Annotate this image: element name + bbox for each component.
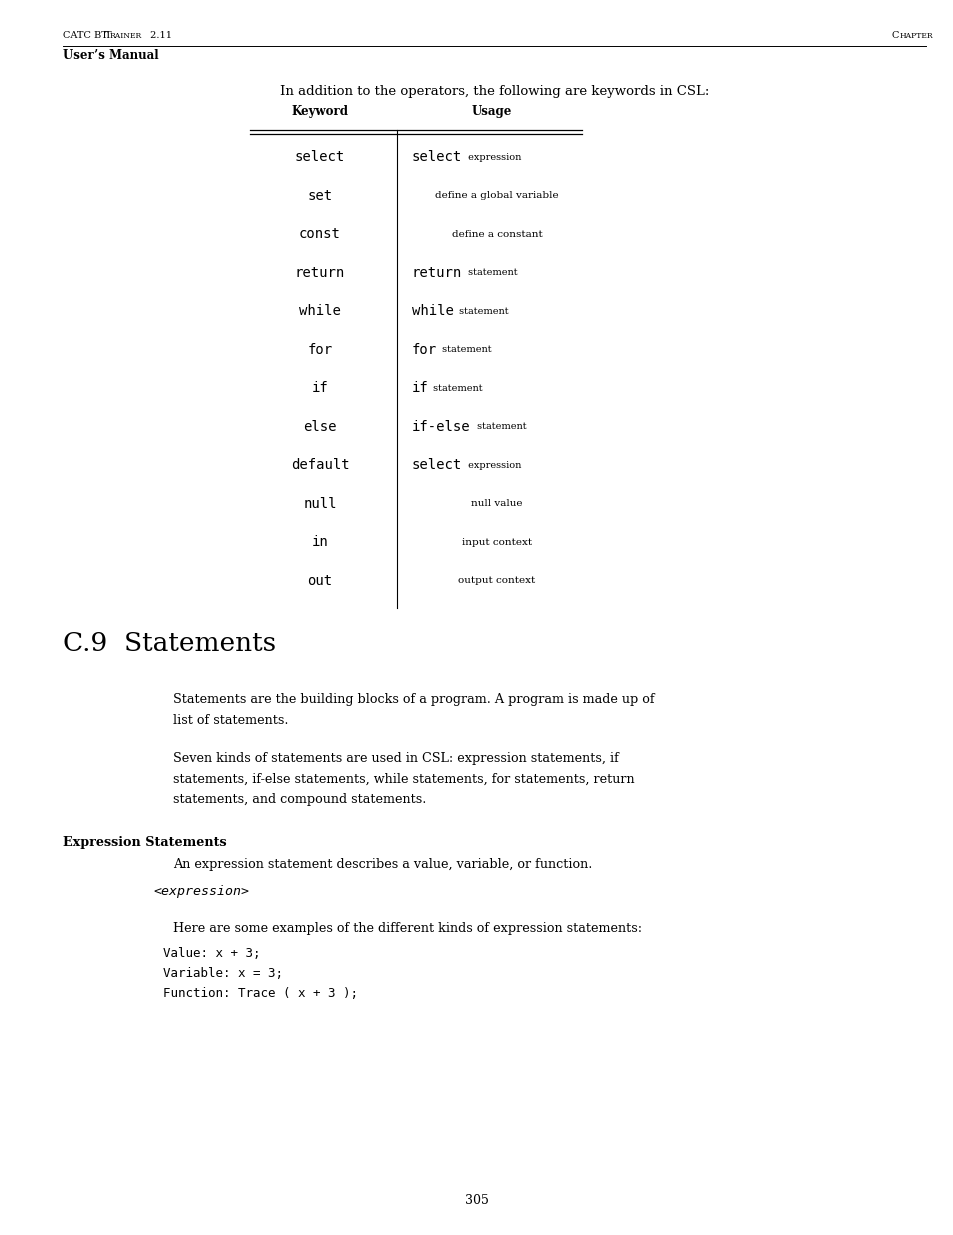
Text: 2.11: 2.11: [147, 31, 172, 40]
Text: Expression Statements: Expression Statements: [63, 836, 227, 848]
Text: select: select: [294, 151, 345, 164]
Text: Keyword: Keyword: [292, 105, 348, 119]
Text: define a global variable: define a global variable: [435, 191, 558, 200]
Text: statement: statement: [438, 346, 491, 354]
Text: In addition to the operators, the following are keywords in CSL:: In addition to the operators, the follow…: [279, 85, 708, 98]
Text: for: for: [307, 343, 333, 357]
Text: T: T: [105, 31, 111, 40]
Text: An expression statement describes a value, variable, or function.: An expression statement describes a valu…: [172, 858, 592, 871]
Text: RAINER: RAINER: [110, 32, 142, 40]
Text: User’s Manual: User’s Manual: [63, 49, 158, 62]
Text: Here are some examples of the different kinds of expression statements:: Here are some examples of the different …: [172, 923, 641, 935]
Text: Usage: Usage: [472, 105, 512, 119]
Text: return: return: [412, 266, 462, 280]
Text: return: return: [294, 266, 345, 280]
Text: Seven kinds of statements are used in CSL: expression statements, if: Seven kinds of statements are used in CS…: [172, 752, 618, 764]
Text: input context: input context: [461, 537, 532, 547]
Text: select: select: [412, 458, 462, 472]
Text: if-else: if-else: [412, 420, 470, 433]
Text: set: set: [307, 189, 333, 203]
Text: while: while: [412, 304, 454, 319]
Text: define a constant: define a constant: [451, 230, 542, 238]
Text: for: for: [412, 343, 436, 357]
Text: expression: expression: [465, 461, 521, 469]
Text: statement: statement: [456, 306, 508, 316]
Text: statements, if-else statements, while statements, for statements, return: statements, if-else statements, while st…: [172, 773, 634, 785]
Text: 305: 305: [464, 1194, 489, 1207]
Text: statement: statement: [465, 268, 517, 277]
Text: C.9  Statements: C.9 Statements: [63, 631, 275, 656]
Text: if: if: [312, 382, 328, 395]
Text: Variable: x = 3;: Variable: x = 3;: [163, 967, 283, 981]
Text: while: while: [298, 304, 340, 319]
Text: statement: statement: [429, 384, 482, 393]
Text: <expression>: <expression>: [152, 885, 249, 898]
Text: Statements are the building blocks of a program. A program is made up of: Statements are the building blocks of a …: [172, 693, 654, 706]
Text: Function: Trace ( x + 3 );: Function: Trace ( x + 3 );: [163, 987, 357, 1000]
Text: C: C: [890, 31, 898, 40]
Text: null: null: [303, 496, 336, 511]
Text: in: in: [312, 535, 328, 550]
Text: statements, and compound statements.: statements, and compound statements.: [172, 793, 426, 806]
Text: list of statements.: list of statements.: [172, 714, 288, 726]
Text: null value: null value: [471, 499, 522, 509]
Text: statement: statement: [474, 422, 526, 431]
Text: default: default: [291, 458, 349, 472]
Text: select: select: [412, 151, 462, 164]
Text: expression: expression: [465, 153, 521, 162]
Text: output context: output context: [457, 577, 535, 585]
Text: else: else: [303, 420, 336, 433]
Text: const: const: [298, 227, 340, 241]
Text: out: out: [307, 574, 333, 588]
Text: Value: x + 3;: Value: x + 3;: [163, 947, 260, 960]
Text: HAPTER: HAPTER: [899, 32, 933, 40]
Text: if: if: [412, 382, 428, 395]
Text: CATC BT: CATC BT: [63, 31, 108, 40]
